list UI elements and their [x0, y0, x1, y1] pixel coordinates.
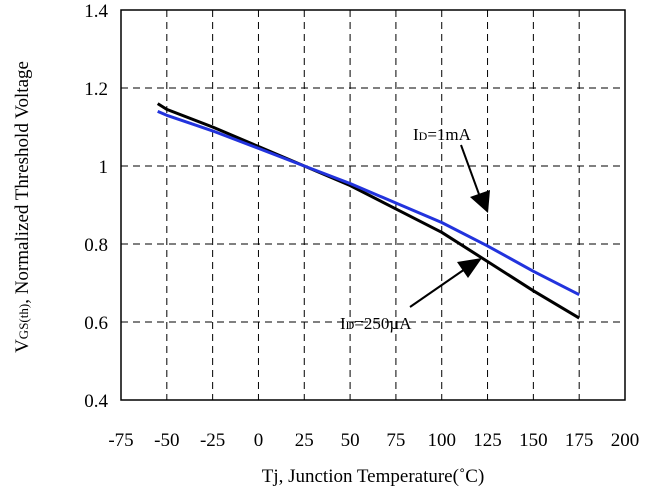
annotation-250ua-sub: D: [346, 318, 355, 332]
y-tick-label: 0.4: [84, 391, 108, 412]
annotation-arrow-1ma: [460, 144, 481, 198]
x-tick-label: 175: [565, 430, 594, 451]
annotation-label-1ma: ID=1mA: [413, 125, 472, 144]
x-tick-labels: -75 -50 -25 0 25 50 75 100 125 150 175 200: [108, 430, 639, 451]
y-tick-label: 0.6: [84, 313, 108, 334]
x-tick-label: 25: [295, 430, 314, 451]
x-tick-label: 200: [611, 430, 640, 451]
annotation-250ua-rest: =250µA: [354, 314, 412, 333]
annotation-label-250ua: ID=250µA: [340, 314, 412, 333]
series-group: [156, 102, 580, 320]
grid: [121, 10, 625, 400]
x-tick-label: 100: [427, 430, 456, 451]
y-tick-label: 1.4: [84, 1, 108, 22]
y-tick-label: 0.8: [84, 235, 108, 256]
x-tick-label: -75: [108, 430, 133, 451]
y-axis-label-main: V: [12, 339, 33, 353]
plot-frame: [120, 9, 626, 401]
y-axis-label-sub: GS(th): [16, 304, 31, 339]
y-axis-label-rest: , Normalized Threshold Voltage: [12, 61, 33, 304]
annotation-arrowhead-250ua: [457, 258, 482, 278]
series-line-250ua: [156, 102, 580, 320]
y-tick-label: 1.2: [84, 79, 108, 100]
annotation-1ma-rest: =1mA: [427, 125, 471, 144]
x-tick-label: 50: [341, 430, 360, 451]
annotation-arrowhead-1ma: [470, 190, 490, 213]
x-tick-label: 0: [254, 430, 264, 451]
annotation-1ma-sub: D: [419, 129, 428, 143]
annotation-1ma-main: I: [413, 125, 419, 144]
annotation-250ua-main: I: [340, 314, 346, 333]
y-axis-label: VGS(th), Normalized Threshold Voltage: [12, 61, 33, 353]
y-tick-labels: 0.4 0.6 0.8 1 1.2 1.4: [84, 1, 108, 412]
x-tick-label: 75: [386, 430, 405, 451]
x-tick-label: -25: [200, 430, 225, 451]
x-tick-label: 150: [519, 430, 548, 451]
x-tick-label: 125: [473, 430, 502, 451]
x-tick-label: -50: [154, 430, 179, 451]
x-axis-label: Tj, Junction Temperature(˚C): [262, 466, 485, 487]
series-line-1ma: [157, 110, 580, 297]
y-tick-label: 1: [99, 157, 109, 178]
annotation-arrow-250ua: [409, 268, 466, 308]
annotations: ID=1mA ID=250µA: [340, 125, 490, 333]
